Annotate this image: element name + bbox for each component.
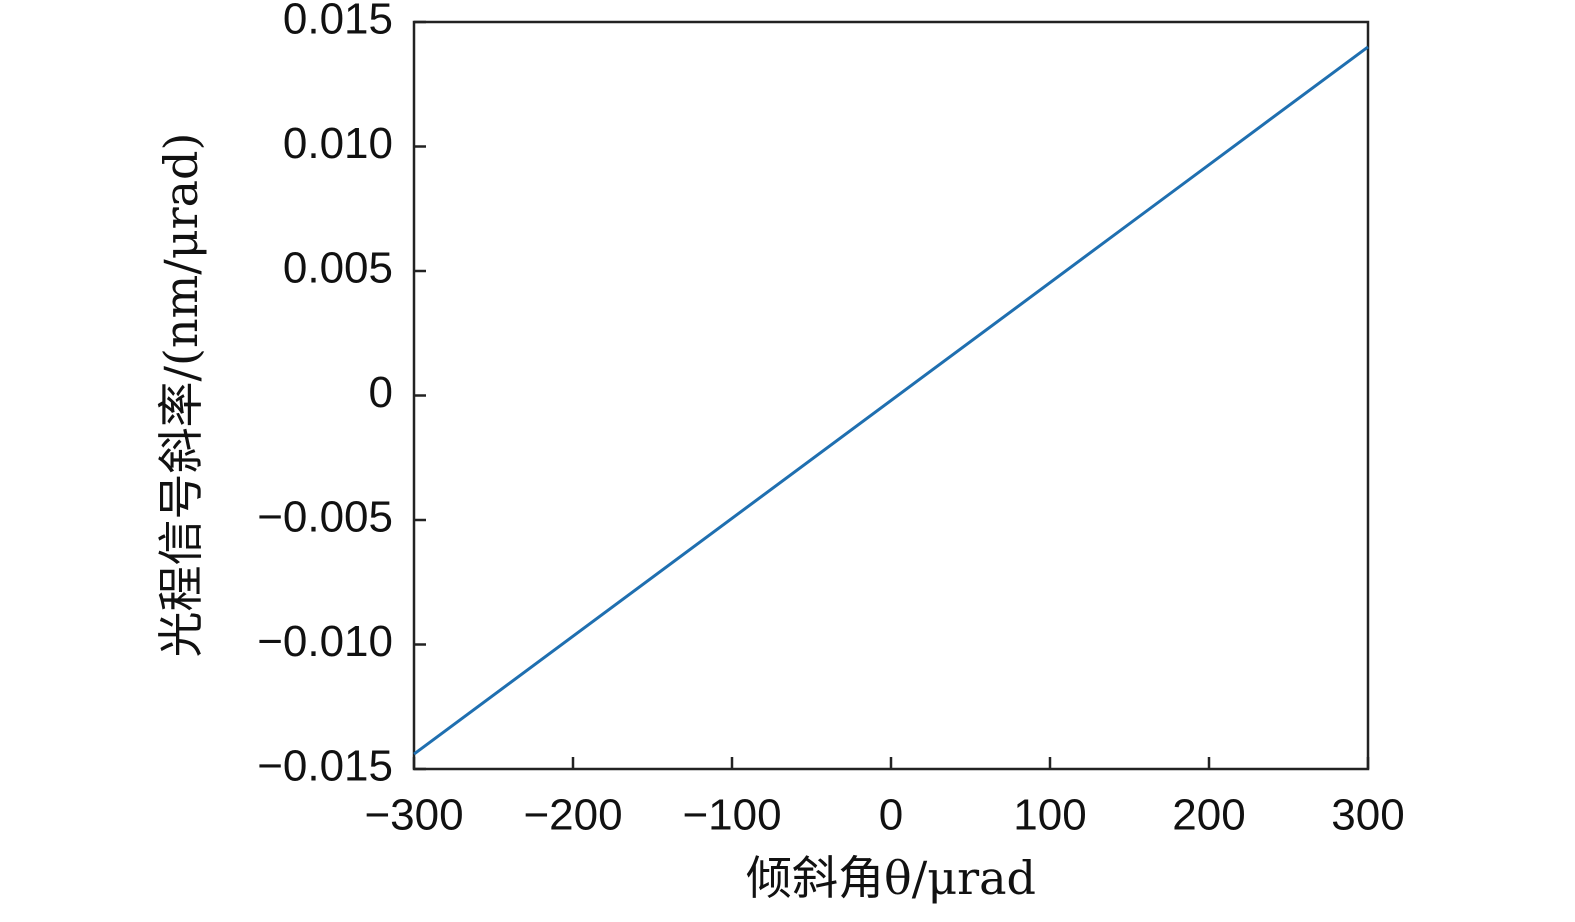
y-tick-label: 0 bbox=[369, 368, 393, 417]
x-tick-label: 100 bbox=[1013, 791, 1086, 840]
x-tick-label: −200 bbox=[523, 791, 622, 840]
x-tick-label: −100 bbox=[682, 791, 781, 840]
y-tick-label: 0.005 bbox=[283, 244, 393, 293]
y-tick-label: −0.010 bbox=[257, 617, 393, 666]
y-axis-label: 光程信号斜率/(nm/μrad) bbox=[154, 133, 208, 658]
y-tick-label: −0.015 bbox=[257, 742, 393, 791]
data-line bbox=[413, 45, 1369, 756]
x-axis-label: 倾斜角θ/μrad bbox=[746, 851, 1036, 905]
x-tick-label: −300 bbox=[364, 791, 463, 840]
plot-frame bbox=[412, 20, 1370, 771]
y-tick-label: 0.010 bbox=[283, 119, 393, 168]
y-tick-label: −0.005 bbox=[257, 493, 393, 542]
x-tick-label: 300 bbox=[1331, 791, 1404, 840]
x-tick-label: 0 bbox=[879, 791, 903, 840]
x-tick-label: 200 bbox=[1172, 791, 1245, 840]
y-tick-label: 0.015 bbox=[283, 0, 393, 44]
